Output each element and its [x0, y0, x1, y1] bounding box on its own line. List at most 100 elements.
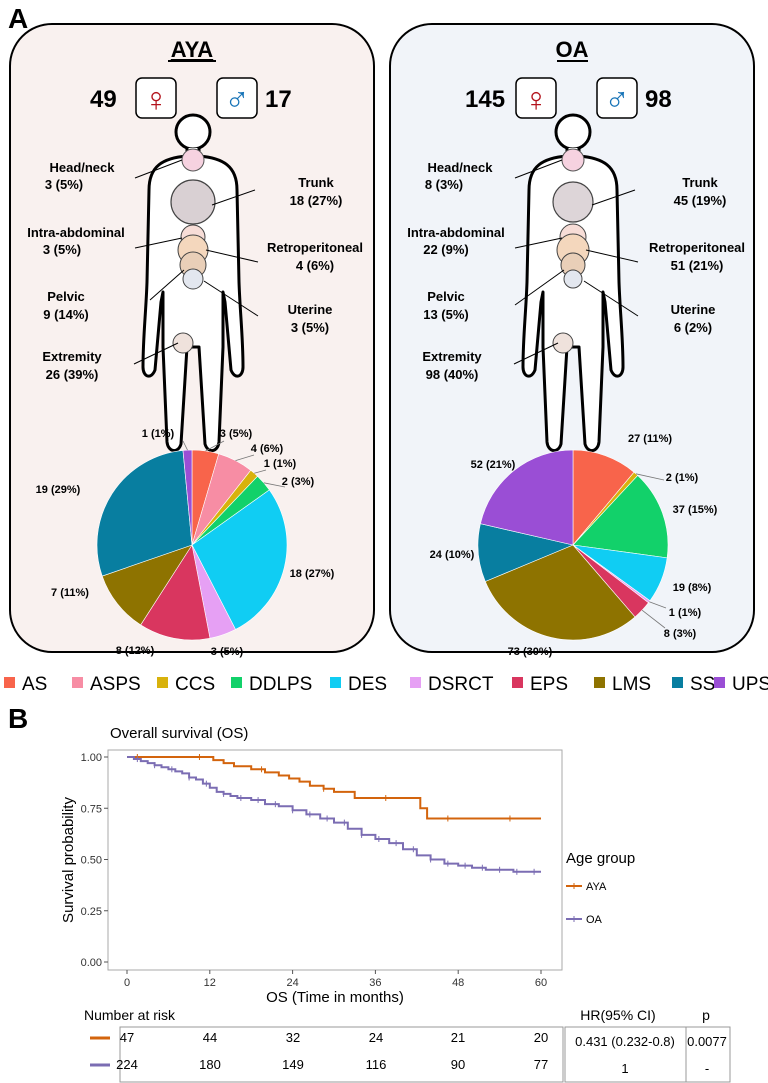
aya-site-labels: Head/neck 3 (5%) Trunk 18 (27%) Intra-ab…: [27, 160, 363, 382]
km-chart: Overall survival (OS) 0 12 24 36 48 60 0.00 0.25…: [60, 725, 635, 1006]
p-header: p: [702, 1007, 710, 1023]
pie-slice-label: 37 (15%): [673, 504, 718, 516]
aya-site-value: 3 (5%): [291, 320, 329, 335]
aya-site-label: Pelvic: [47, 289, 85, 304]
pie-leader-line: [182, 440, 188, 451]
pie-slice-label: 2 (3%): [282, 476, 315, 488]
risk-count: 21: [451, 1030, 465, 1045]
oa-site-label: Head/neck: [427, 160, 493, 175]
pie-slice-ss: [96, 450, 193, 577]
aya-title: AYA: [171, 37, 214, 62]
risk-count: 149: [282, 1057, 304, 1072]
legend-swatch-des: [330, 677, 341, 688]
legend-entry: AYA: [586, 881, 607, 893]
legend-swatch-dsrct: [410, 677, 421, 688]
oa-site-label: Extremity: [422, 349, 482, 364]
x-tick-label: 36: [369, 977, 381, 989]
legend-swatch-lms: [594, 677, 605, 688]
aya-site-value: 3 (5%): [43, 242, 81, 257]
pie-slice-des: [191, 489, 288, 630]
oa-site-value: 22 (9%): [423, 242, 469, 257]
oa-site-label: Uterine: [671, 302, 716, 317]
y-tick-label: 0.50: [81, 855, 102, 867]
legend-swatch-ups: [714, 677, 725, 688]
legend-label-ss: SS: [690, 674, 715, 695]
aya-site-value: 26 (39%): [46, 367, 99, 382]
legend-swatch-ss: [672, 677, 683, 688]
oa-site-value: 8 (3%): [425, 177, 463, 192]
subtype-legend: AS ASPS CCS DDLPS DES DSRCT EPS LMS SS UPS: [4, 674, 768, 695]
pie-slice-lms: [484, 544, 636, 641]
y-tick-label: 0.00: [81, 957, 102, 969]
aya-site-extremity: [172, 332, 194, 354]
legend-label-ccs: CCS: [175, 674, 215, 695]
pie-slice-label: 52 (21%): [471, 459, 516, 471]
aya-site-label: Trunk: [298, 175, 334, 190]
p-value: 0.0077: [687, 1034, 727, 1049]
aya-site-uterine: [182, 268, 204, 290]
pie-leader-line: [641, 609, 666, 629]
legend-swatch-asps: [72, 677, 83, 688]
legend-label-lms: LMS: [612, 674, 651, 695]
y-tick-label: 1.00: [81, 752, 102, 764]
oa-body-figure: [521, 113, 625, 453]
oa-site-uterine: [563, 269, 583, 289]
pie-slice-ddlps: [572, 475, 669, 559]
pie-slice-label: 8 (3%): [664, 628, 697, 640]
pie-slice-label: 19 (8%): [673, 582, 712, 594]
risk-count: 90: [451, 1057, 465, 1072]
km-title: Overall survival (OS): [110, 725, 248, 742]
risk-count: 116: [366, 1057, 387, 1072]
oa-female-icon: [515, 77, 557, 119]
aya-site-value: 9 (14%): [43, 307, 89, 322]
legend-swatch-as: [4, 677, 15, 688]
km-curve-aya: [127, 756, 541, 820]
km-curve-oa: [127, 756, 541, 873]
pie-leader-line: [263, 482, 286, 488]
aya-site-label: Retroperitoneal: [267, 240, 363, 255]
risk-rows: 47 44 32 24 21 20 0.431 (0.232-0.8) 0.0077 224 18…: [90, 1030, 727, 1076]
legend-swatch-ccs: [157, 677, 168, 688]
oa-male-count: 98: [645, 86, 672, 113]
oa-site-label: Trunk: [682, 175, 718, 190]
aya-body-figure: [141, 113, 245, 453]
legend-label-asps: ASPS: [90, 674, 141, 695]
km-plot-area: [107, 749, 563, 971]
panel-b-letter: B: [8, 703, 28, 734]
oa-title: OA: [556, 37, 589, 62]
risk-count: 44: [203, 1030, 217, 1045]
pie-slice-label: 3 (5%): [220, 428, 253, 440]
oa-site-labels: Head/neck 8 (3%) Trunk 45 (19%) Intra-ab…: [407, 160, 745, 382]
legend-label-eps: EPS: [530, 674, 568, 695]
pie-slice-label: 4 (6%): [251, 443, 284, 455]
hr-table-box: [564, 1026, 731, 1083]
risk-count: 47: [120, 1030, 134, 1045]
oa-site-value: 45 (19%): [674, 193, 727, 208]
hr-header: HR(95% CI): [580, 1007, 655, 1023]
pie-slice-label: 19 (29%): [36, 484, 81, 496]
x-tick-label: 0: [124, 977, 130, 989]
legend-label-des: DES: [348, 674, 387, 695]
legend-swatch-ddlps: [231, 677, 242, 688]
x-axis-label: OS (Time in months): [266, 989, 404, 1006]
pie-leader-line: [635, 473, 665, 481]
oa-site-label: Pelvic: [427, 289, 465, 304]
legend-swatch-eps: [512, 677, 523, 688]
oa-female-symbol: ♀: [523, 81, 549, 119]
aya-site-label: Uterine: [288, 302, 333, 317]
pie-slice-label: 2 (1%): [666, 472, 699, 484]
oa-site-head-neck: [561, 148, 585, 172]
risk-count: 20: [534, 1030, 548, 1045]
p-value: -: [705, 1061, 709, 1076]
oa-pie-chart: 27 (11%) 2 (1%) 37 (15%) 19 (8%) 1 (1%) 8 (3%…: [430, 433, 718, 658]
pie-slice-label: 8 (12%): [116, 645, 155, 657]
aya-pie-chart: 3 (5%) 4 (6%) 1 (1%) 2 (3%) 18 (27%) 3 (5%) 8 …: [36, 428, 335, 658]
panel-a-letter: A: [8, 3, 28, 34]
risk-count: 32: [286, 1030, 300, 1045]
aya-male-count: 17: [265, 86, 292, 113]
legend-label-ddlps: DDLPS: [249, 674, 312, 695]
hr-value: 0.431 (0.232-0.8): [575, 1034, 675, 1049]
aya-male-icon: [216, 77, 258, 119]
pie-slice-label: 1 (1%): [669, 607, 702, 619]
